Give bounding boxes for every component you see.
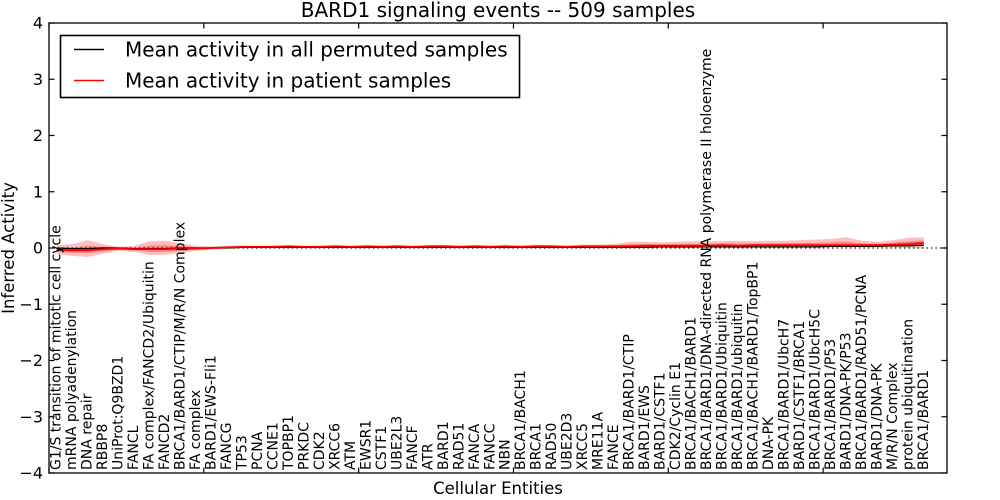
x-tick-label: FANCA [467,423,483,470]
legend-label-permuted: Mean activity in all permuted samples [125,38,508,62]
x-tick-label: UBE2L3 [389,416,405,470]
y-axis-label: Inferred Activity [0,182,18,314]
x-tick-label: BRCA1/BARD1/DNA-directed RNA polymerase … [699,49,715,470]
x-tick-label: protein ubiquitination [900,319,916,470]
x-tick-label: CCNE1 [266,422,282,470]
x-tick-label: CDK2 [312,431,328,470]
x-tick-label: mRNA polyadenylation [64,310,80,470]
legend: Mean activity in all permuted samples Me… [59,34,521,99]
x-tick-label: BARD1/CSTF1/BRCA1 [792,321,808,470]
x-tick-label: FANCL [126,425,142,470]
x-tick-label: BRCA1/BARD1/CTIP/M/R/N Complex [173,222,189,470]
y-tick-label: 1 [33,182,43,201]
x-tick-label: BARD1 [436,421,452,470]
x-tick-label: BRCA1/BARD1/UbcH7 [776,319,792,470]
x-tick-label: BARD1/EWS [637,385,653,470]
x-tick-label: M/R/N Complex [885,362,901,470]
x-tick-label: FANCC [482,423,498,470]
x-tick-label: BARD1/EWS-Fli1 [204,355,220,470]
x-tick-label: BRCA1/BACH1/BARD1 [684,317,700,470]
x-tick-label: FA complex [188,390,204,470]
legend-label-patient: Mean activity in patient samples [125,69,451,93]
x-tick-label: BRCA1/BACH1/BARD1/TopBP1 [746,262,762,470]
x-tick-label: EWSR1 [358,420,374,470]
x-tick-label: BRCA1/BARD1 [916,370,932,470]
y-tick-label: 2 [33,126,43,145]
x-tick-label: BRCA1/BACH1 [513,370,529,470]
y-tick-label: 0 [33,239,43,258]
legend-frame [59,34,521,99]
y-tick-label: 4 [33,14,43,33]
x-tick-label: MRE11A [591,412,607,470]
chart-title: BARD1 signaling events -- 509 samples [301,0,695,22]
x-tick-label: BARD1/DNA-PK/P53 [838,333,854,470]
y-tick-label: 3 [33,70,43,89]
x-tick-label: PRKDC [297,422,313,470]
y-tick-label: −1 [19,295,43,314]
x-tick-label: PCNA [250,431,266,470]
x-tick-label: CSTF1 [374,426,390,470]
x-tick-label: RAD51 [451,423,467,470]
x-tick-label: ATR [420,443,436,470]
x-tick-label: FANCG [219,423,235,470]
x-tick-label: TOPBP1 [281,415,297,471]
x-tick-label: FA complex/FANCD2/Ubiquitin [142,261,158,470]
x-tick-label: NBN [498,439,514,470]
x-tick-label: TP53 [235,435,251,471]
x-tick-label: BRCA1 [529,423,545,470]
x-tick-label: UBE2D3 [560,413,576,470]
x-tick-label: UniProt:Q9BZD1 [111,356,127,470]
x-tick-label: RBBP8 [95,424,111,470]
x-tick-label: ATM [343,441,359,470]
x-tick-label: XRCC5 [575,423,591,470]
x-tick-label: G1/S transition of mitotic cell cycle [49,225,65,470]
x-tick-label: RAD50 [544,423,560,470]
x-tick-label: BRCA1/BARD1/P53 [823,339,839,470]
x-tick-label: BRCA1/BARD1/RAD51/PCNA [854,274,870,470]
y-tick-label: −2 [19,351,43,370]
x-tick-label: FANCF [405,425,421,470]
x-tick-label: BRCA1/BARD1/ubiquitin [730,304,746,470]
x-axis-label: Cellular Entities [433,479,563,498]
axes-frame [48,22,948,474]
x-tick-label: BRCA1/BARD1/UbcH5C [807,309,823,470]
x-tick-label: CDK2/Cyclin E1 [668,362,684,470]
x-tick-label: BRCA1/BARD1/CTIP [622,334,638,470]
x-tick-label: FANCE [606,425,622,470]
x-tick-label: BARD1/DNA-PK [869,363,885,470]
y-tick-label: −3 [19,407,43,426]
patient-mean-line [56,242,924,252]
x-tick-label: DNA-PK [761,416,777,470]
y-tick-label: −4 [19,464,43,483]
x-tick-label: FANCD2 [157,414,173,470]
x-tick-label: DNA repair [80,393,96,470]
x-tick-label: XRCC6 [327,423,343,470]
x-tick-label: BARD1/CSTF1 [653,373,669,471]
x-tick-label: BRCA1/BARD1/Ubiquitin [715,302,731,470]
plot-layer: −4 −3 −2 −1 0 1 2 3 4 G1/S transition of mitotic … [19,14,947,483]
